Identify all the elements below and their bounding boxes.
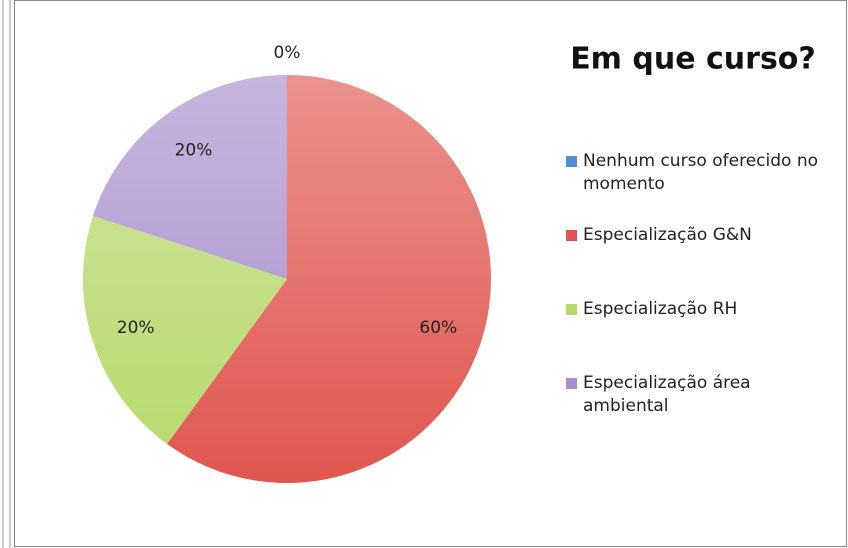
legend-swatch [566,156,577,167]
legend-entry: Nenhum curso oferecido no momento [583,151,818,194]
data-label: 0% [274,43,301,63]
legend-swatch [566,230,577,241]
data-label: 20% [117,318,155,338]
data-label: 20% [175,140,213,160]
chart-title: Em que curso? [570,42,816,77]
legend-entry: Especialização RH [583,299,738,319]
legend-entry: Especialização G&N [583,225,752,245]
data-label: 60% [419,318,457,338]
pie [83,75,492,483]
legend-swatch [566,378,577,389]
legend-swatch [566,304,577,315]
legend-entry: Especialização área ambiental [583,373,751,416]
